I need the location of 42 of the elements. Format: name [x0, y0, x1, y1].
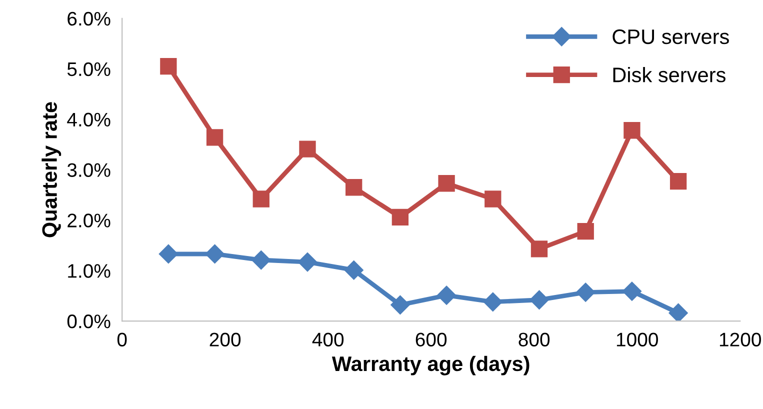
point	[390, 295, 410, 314]
point	[484, 190, 502, 208]
point	[483, 292, 502, 312]
point	[437, 286, 456, 305]
x-tick-label: 0	[117, 332, 127, 346]
point	[298, 252, 318, 272]
point	[622, 282, 642, 301]
x-tick-label: 1000	[616, 332, 658, 346]
legend-label: Disk servers	[613, 66, 726, 82]
point	[252, 250, 271, 270]
y-tick-label: 5.0%	[67, 62, 110, 76]
point	[299, 140, 316, 158]
x-tick-label: 600	[416, 332, 447, 346]
point	[577, 222, 594, 240]
point	[160, 58, 177, 75]
point	[438, 175, 455, 192]
x-tick-label: 200	[210, 332, 241, 346]
y-tick-label: 0.0%	[67, 314, 110, 328]
point	[530, 290, 549, 310]
point	[158, 244, 178, 264]
y-tick-label: 4.0%	[67, 112, 110, 127]
x-tick-label: 400	[312, 332, 344, 346]
point	[576, 282, 596, 302]
legend-label: CPU servers	[612, 29, 729, 44]
point	[206, 129, 224, 146]
point	[624, 122, 640, 139]
x-axis-title: Warranty age (days)	[332, 356, 530, 376]
y-tick-label: 6.0%	[68, 12, 110, 26]
y-tick-label: 1.0%	[68, 264, 110, 278]
y-tick-label: 3.0%	[67, 163, 110, 177]
point	[252, 190, 270, 208]
y-axis-title: Quarterly rate	[42, 102, 62, 238]
point	[205, 244, 224, 264]
point	[668, 303, 688, 322]
point	[344, 260, 364, 280]
point	[670, 173, 687, 190]
point	[346, 179, 362, 196]
x-tick-label: 800	[518, 332, 550, 346]
point	[530, 240, 548, 258]
point	[392, 208, 409, 226]
x-tick-label: 1200	[720, 332, 761, 346]
y-tick-label: 2.0%	[68, 214, 110, 228]
